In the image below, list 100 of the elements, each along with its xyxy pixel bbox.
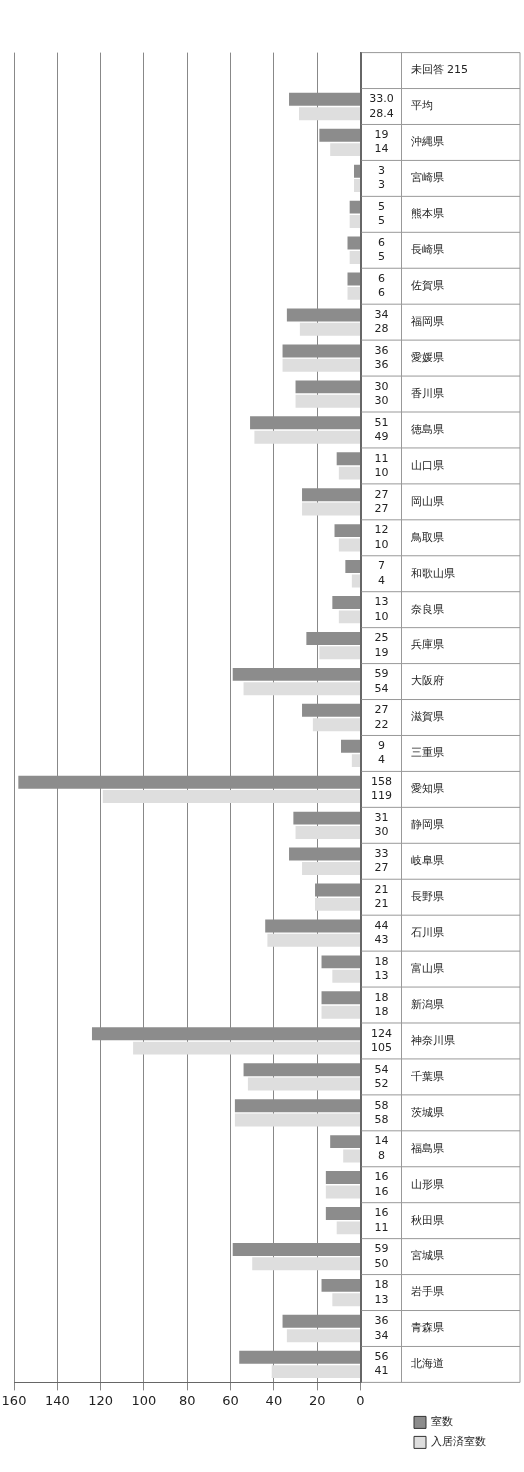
- data-label: 158: [371, 775, 393, 789]
- data-label: 28.4: [369, 106, 394, 120]
- data-label: 34: [374, 1328, 389, 1342]
- data-label: 124: [371, 1026, 393, 1040]
- bar: [325, 1185, 361, 1199]
- data-label: 16: [374, 1170, 389, 1184]
- data-label: 22: [374, 717, 389, 731]
- data-label: 30: [374, 825, 389, 839]
- y-tick-label: 鳥取県: [409, 530, 444, 544]
- x-tick-label: 80: [178, 1392, 196, 1408]
- data-label: 14: [374, 142, 389, 156]
- y-tick-label: 宮崎県: [410, 171, 444, 185]
- data-label: 16: [374, 1184, 389, 1198]
- data-label: 18: [374, 1278, 389, 1292]
- x-tick-label: 140: [44, 1392, 70, 1408]
- data-label: 28: [374, 322, 389, 336]
- bar: [354, 179, 361, 193]
- data-label: 36: [374, 343, 389, 357]
- data-label: 13: [374, 969, 389, 983]
- bar: [332, 1293, 361, 1307]
- y-tick-label: 兵庫県: [410, 638, 444, 652]
- data-label: 3: [378, 164, 386, 178]
- data-label: 10: [374, 537, 389, 551]
- y-tick-label: 平均: [410, 99, 433, 113]
- y-tick-label: 青森県: [410, 1321, 444, 1335]
- data-label: 6: [378, 286, 386, 300]
- data-label: 6: [378, 235, 386, 249]
- bar: [295, 826, 361, 839]
- data-label: 19: [374, 645, 389, 659]
- data-label: 11: [374, 451, 389, 465]
- data-label: 8: [378, 1148, 386, 1162]
- x-tick-label: 120: [88, 1392, 114, 1408]
- bar: [133, 1041, 361, 1055]
- data-label: 10: [374, 609, 389, 623]
- y-tick-label: 沖縄県: [410, 135, 444, 149]
- bar: [271, 1365, 361, 1379]
- bar: [299, 322, 361, 336]
- data-label: 19: [374, 128, 389, 142]
- data-label: 54: [374, 1062, 389, 1076]
- bar: [349, 200, 361, 214]
- data-label: 56: [374, 1350, 389, 1364]
- x-tick-label: 0: [356, 1392, 365, 1408]
- bar: [299, 107, 361, 121]
- y-tick-label: 岡山県: [410, 494, 444, 508]
- y-tick-label: 石川県: [410, 926, 444, 939]
- data-label: 54: [374, 681, 389, 695]
- bar: [312, 718, 361, 732]
- bar: [252, 1257, 361, 1271]
- y-tick-label: 神奈川県: [410, 1033, 455, 1047]
- bar: [347, 286, 361, 300]
- bar: [325, 1207, 361, 1220]
- data-label: 13: [374, 595, 389, 609]
- bar: [338, 466, 361, 480]
- data-label: 41: [374, 1364, 389, 1378]
- data-label: 27: [374, 861, 389, 875]
- bar: [349, 250, 361, 264]
- data-label: 4: [378, 573, 386, 587]
- data-label: 21: [374, 882, 389, 896]
- bar: [321, 955, 361, 969]
- data-label: 25: [374, 631, 389, 645]
- bar: [321, 991, 361, 1005]
- y-tick-label: 愛媛県: [410, 350, 444, 364]
- y-tick-label: 香川県: [410, 386, 444, 400]
- y-tick-label: 富山県: [410, 961, 444, 975]
- y-tick-label: 福岡県: [410, 315, 444, 329]
- bar: [286, 1329, 361, 1343]
- x-tick-label: 160: [1, 1392, 27, 1408]
- bar: [330, 143, 361, 157]
- bar: [302, 861, 361, 875]
- data-label: 30: [374, 394, 389, 408]
- data-label: 27: [374, 703, 389, 717]
- data-label: 5: [378, 214, 386, 228]
- data-label: 27: [374, 487, 389, 501]
- y-tick-label: 山形県: [410, 1177, 444, 1191]
- bar: [254, 430, 361, 444]
- y-tick-label: 静岡県: [410, 818, 444, 832]
- y-tick-label: 千葉県: [410, 1069, 444, 1083]
- data-label: 43: [374, 933, 389, 947]
- data-label: 6: [378, 271, 386, 285]
- y-tick-label: 佐賀県: [410, 279, 444, 293]
- data-label: 5: [378, 250, 386, 264]
- y-tick-label: 滋賀県: [410, 710, 444, 724]
- y-tick-label: 熊本県: [410, 207, 444, 221]
- data-label: 33.0: [369, 92, 394, 106]
- bar: [247, 1077, 361, 1091]
- data-label: 34: [374, 307, 389, 321]
- data-label: 13: [374, 1292, 389, 1306]
- y-tick-label: 未回答 215: [410, 63, 469, 77]
- data-label: 49: [374, 430, 389, 444]
- bar: [325, 1171, 361, 1185]
- data-label: 12: [374, 523, 389, 537]
- data-label: 36: [374, 1314, 389, 1328]
- data-label: 4: [378, 753, 386, 767]
- bar: [243, 682, 361, 696]
- bar: [338, 538, 361, 552]
- data-label: 59: [374, 667, 389, 681]
- bar: [336, 1221, 361, 1235]
- bar: [338, 610, 361, 624]
- bar: [315, 897, 361, 911]
- data-label: 7: [378, 559, 386, 573]
